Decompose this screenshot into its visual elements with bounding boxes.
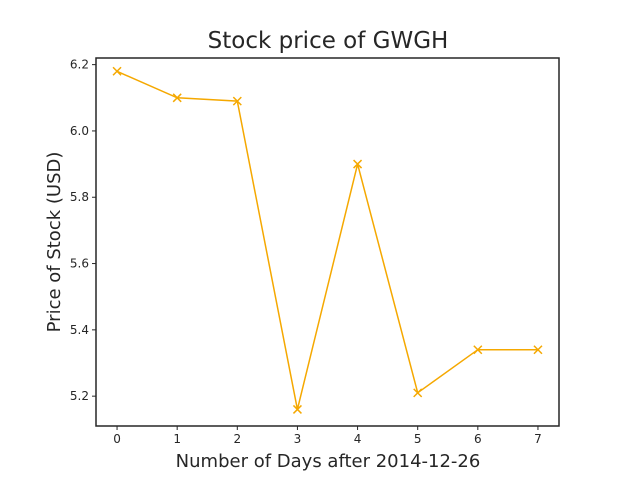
data-point-marker (292, 404, 302, 414)
data-point-marker (413, 388, 423, 398)
chart-title: Stock price of GWGH (208, 28, 449, 54)
data-point-marker (232, 96, 242, 106)
y-tick-label: 5.6 (70, 257, 89, 271)
plot-frame (95, 57, 560, 427)
y-axis-ticks: 5.2 5.4 5.6 5.8 6.0 6.2 (70, 58, 96, 403)
x-tick-label: 5 (414, 432, 422, 446)
y-tick-label: 5.8 (70, 190, 89, 204)
x-tick-label: 7 (534, 432, 542, 446)
data-point-marker (353, 159, 363, 169)
y-tick-label: 5.2 (70, 389, 89, 403)
x-tick-label: 2 (233, 432, 241, 446)
plot-area (112, 66, 543, 414)
data-point-marker (172, 93, 182, 103)
x-axis-ticks: 0 1 2 3 4 5 6 7 (113, 426, 542, 446)
y-tick-label: 6.2 (70, 58, 89, 72)
x-tick-label: 1 (173, 432, 181, 446)
x-axis-title: Number of Days after 2014-12-26 (176, 451, 481, 472)
y-axis-title: Price of Stock (USD) (44, 152, 65, 333)
y-tick-label: 5.4 (70, 323, 89, 337)
series-line (116, 70, 538, 410)
x-tick-label: 0 (113, 432, 121, 446)
data-point-marker (112, 66, 122, 76)
x-tick-label: 3 (294, 432, 302, 446)
y-tick-label: 6.0 (70, 124, 89, 138)
data-point-marker (533, 345, 543, 355)
x-tick-label: 6 (474, 432, 482, 446)
x-tick-label: 4 (354, 432, 362, 446)
data-point-marker (473, 345, 483, 355)
